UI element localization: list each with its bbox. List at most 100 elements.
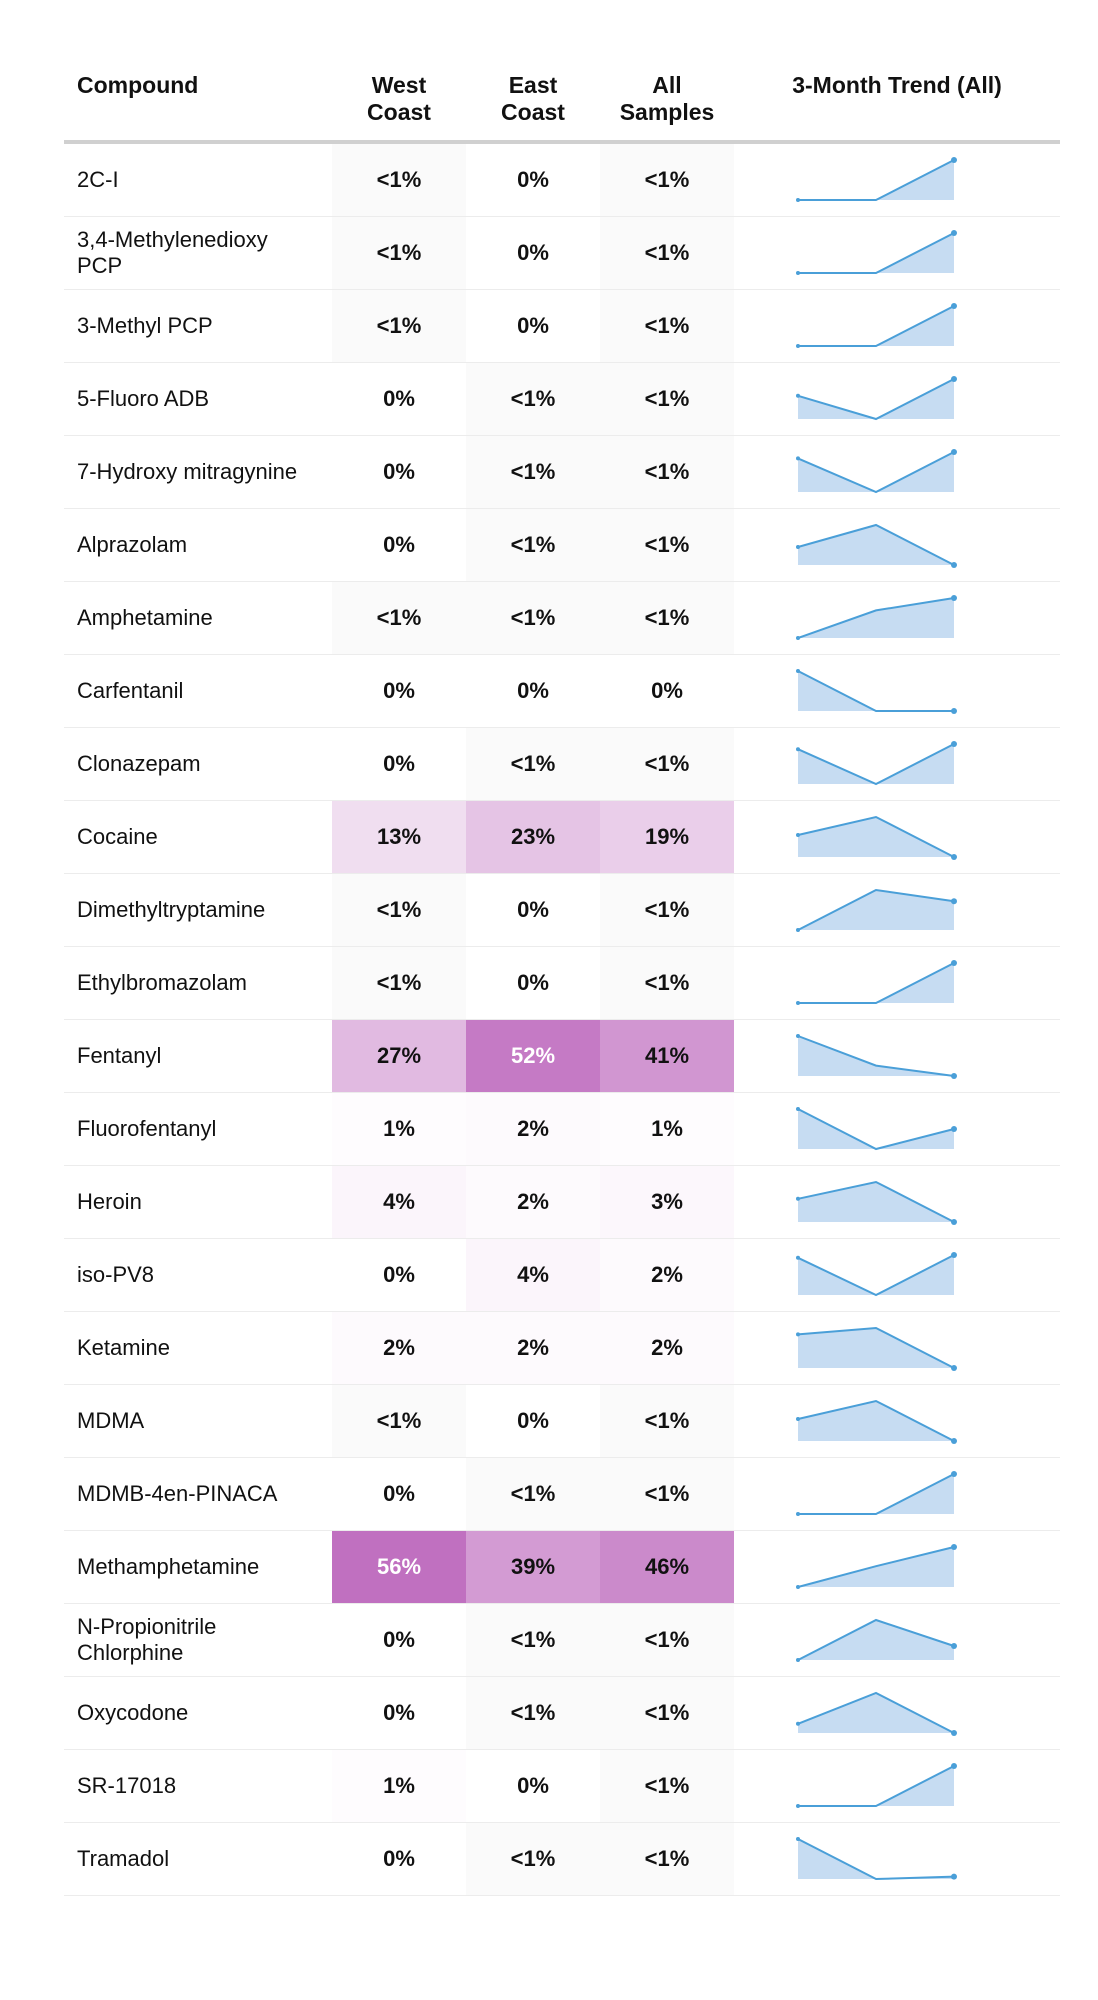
trend-cell bbox=[734, 727, 1060, 801]
trend-cell bbox=[734, 946, 1060, 1020]
value-cell: <1% bbox=[600, 873, 734, 947]
trend-cell bbox=[734, 873, 1060, 947]
sparkline-line bbox=[797, 1108, 955, 1151]
value-cell: <1% bbox=[600, 946, 734, 1020]
sparkline bbox=[796, 1107, 957, 1151]
compound-cell: N-Propionitrile Chlorphine bbox=[64, 1603, 332, 1677]
sparkline bbox=[796, 157, 957, 202]
sparkline-line bbox=[798, 159, 955, 201]
value-cell: <1% bbox=[466, 1822, 600, 1896]
sparkline-line bbox=[798, 305, 955, 347]
compound-name: 5-Fluoro ADB bbox=[77, 386, 210, 411]
sparkline bbox=[796, 1034, 957, 1079]
compound-cell: Methamphetamine bbox=[64, 1530, 332, 1604]
sparkline-area bbox=[798, 160, 954, 200]
value-cell: 0% bbox=[466, 873, 600, 947]
trend-cell bbox=[734, 1311, 1060, 1385]
column-header-text: Compound bbox=[77, 72, 199, 98]
sparkline-line bbox=[798, 232, 955, 274]
value-cell: <1% bbox=[332, 142, 466, 217]
sparkline-line bbox=[797, 743, 955, 786]
value-cell: 39% bbox=[466, 1530, 600, 1604]
value-cell: <1% bbox=[466, 727, 600, 801]
value-cell: <1% bbox=[332, 873, 466, 947]
trend-cell bbox=[734, 1676, 1060, 1750]
value-cell: <1% bbox=[600, 435, 734, 509]
table-row: Dimethyltryptamine <1% 0% <1% bbox=[64, 873, 1060, 947]
value-cell: 0% bbox=[332, 727, 466, 801]
sparkline-line bbox=[798, 962, 955, 1004]
sparkline-dot bbox=[796, 1001, 800, 1005]
compound-name: Fluorofentanyl bbox=[77, 1116, 217, 1141]
compound-cell: Fentanyl bbox=[64, 1019, 332, 1093]
trend-cell bbox=[734, 1603, 1060, 1677]
sparkline-area bbox=[798, 890, 954, 930]
value-cell: <1% bbox=[600, 1457, 734, 1531]
sparkline-dot bbox=[951, 1643, 957, 1649]
sparkline-dot bbox=[951, 562, 957, 568]
table-row: Ketamine 2% 2% 2% bbox=[64, 1311, 1060, 1385]
value-cell: <1% bbox=[466, 508, 600, 582]
value-cell: 0% bbox=[466, 289, 600, 363]
sparkline-dot bbox=[796, 456, 800, 461]
sparkline-area bbox=[798, 1328, 954, 1368]
trend-cell bbox=[734, 1092, 1060, 1166]
column-header-text: West Coast bbox=[367, 72, 431, 125]
table-row: Heroin 4% 2% 3% bbox=[64, 1165, 1060, 1239]
compound-cell: Carfentanil bbox=[64, 654, 332, 728]
value-cell: 0% bbox=[332, 1603, 466, 1677]
value-cell: 0% bbox=[466, 654, 600, 728]
table-row: MDMA <1% 0% <1% bbox=[64, 1384, 1060, 1458]
sparkline bbox=[796, 1252, 957, 1297]
value-cell: 1% bbox=[600, 1092, 734, 1166]
sparkline-area bbox=[798, 233, 954, 273]
compound-name: 7-Hydroxy mitragynine bbox=[77, 459, 298, 484]
value-cell: <1% bbox=[600, 727, 734, 801]
sparkline-line bbox=[797, 1254, 955, 1297]
sparkline-line bbox=[797, 670, 954, 712]
compound-name: Ketamine bbox=[77, 1335, 170, 1360]
compound-name: Amphetamine bbox=[77, 605, 213, 630]
sparkline-dot bbox=[796, 1721, 800, 1726]
sparkline-dot bbox=[951, 449, 957, 455]
trend-cell bbox=[734, 1457, 1060, 1531]
sparkline-area bbox=[798, 1839, 954, 1879]
sparkline-area bbox=[798, 1474, 954, 1514]
table-row: 7-Hydroxy mitragynine 0% <1% <1% bbox=[64, 435, 1060, 509]
sparkline-dot bbox=[796, 1034, 800, 1038]
sparkline-line bbox=[797, 1180, 955, 1223]
value-cell: <1% bbox=[466, 362, 600, 436]
table-row: Oxycodone 0% <1% <1% bbox=[64, 1676, 1060, 1750]
trend-cell bbox=[734, 142, 1060, 217]
value-cell: 23% bbox=[466, 800, 600, 874]
compound-cell: Dimethyltryptamine bbox=[64, 873, 332, 947]
table-row: Fentanyl 27% 52% 41% bbox=[64, 1019, 1060, 1093]
sparkline-area bbox=[798, 1182, 954, 1222]
sparkline-dot bbox=[951, 157, 957, 163]
compound-cell: Ketamine bbox=[64, 1311, 332, 1385]
value-cell: <1% bbox=[466, 435, 600, 509]
sparkline-dot bbox=[951, 595, 957, 601]
column-header: Compound bbox=[64, 62, 332, 144]
value-cell: <1% bbox=[600, 1384, 734, 1458]
sparkline-line bbox=[797, 597, 955, 639]
compound-cell: Fluorofentanyl bbox=[64, 1092, 332, 1166]
table-row: Clonazepam 0% <1% <1% bbox=[64, 727, 1060, 801]
compound-name: 3-Methyl PCP bbox=[77, 313, 213, 338]
sparkline bbox=[796, 1326, 957, 1371]
value-cell: 0% bbox=[332, 362, 466, 436]
compound-cell: Cocaine bbox=[64, 800, 332, 874]
compound-name: Methamphetamine bbox=[77, 1554, 260, 1579]
trend-cell bbox=[734, 581, 1060, 655]
compound-name: Fentanyl bbox=[77, 1043, 162, 1068]
sparkline-dot bbox=[951, 898, 957, 905]
value-cell: <1% bbox=[332, 289, 466, 363]
sparkline-area bbox=[798, 817, 954, 857]
compound-cell: SR-17018 bbox=[64, 1749, 332, 1823]
trend-cell bbox=[734, 1822, 1060, 1896]
column-header: East Coast bbox=[466, 62, 600, 144]
table-row: iso-PV8 0% 4% 2% bbox=[64, 1238, 1060, 1312]
trend-cell bbox=[734, 1749, 1060, 1823]
table-row: Cocaine 13% 23% 19% bbox=[64, 800, 1060, 874]
